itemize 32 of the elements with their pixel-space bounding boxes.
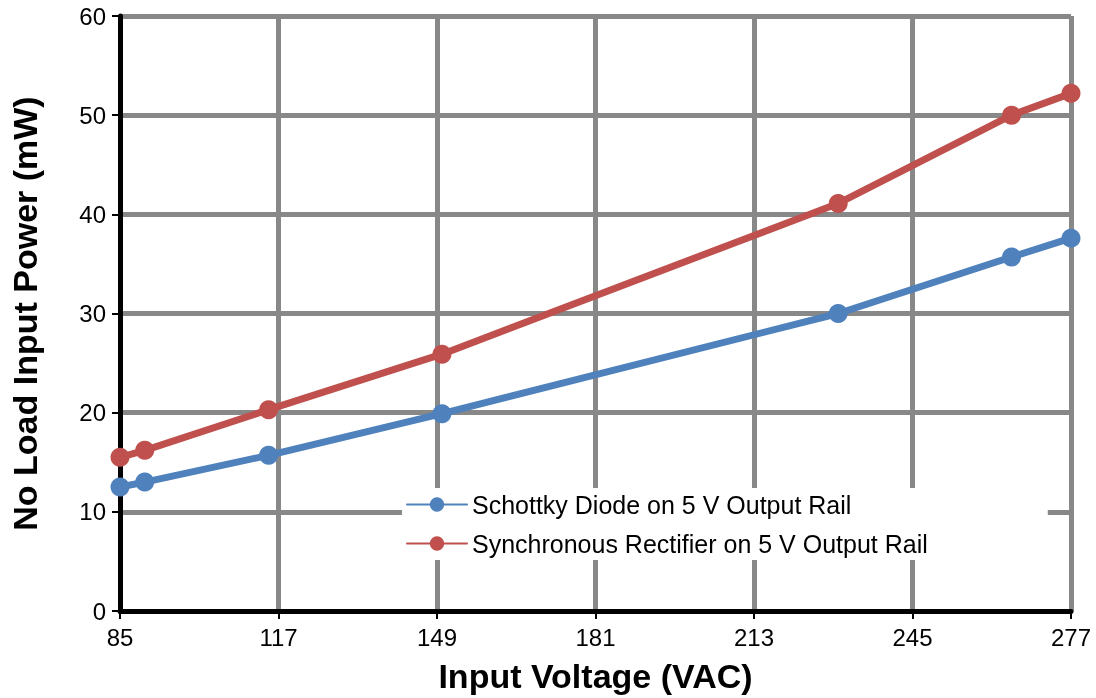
y-tick-label: 50	[79, 101, 106, 129]
legend-label: Schottky Diode on 5 V Output Rail	[472, 490, 852, 519]
point	[828, 193, 848, 213]
y-tick-label: 0	[92, 597, 106, 625]
legend-label: Synchronous Rectifier on 5 V Output Rail	[472, 529, 928, 558]
point	[259, 445, 279, 465]
y-tick-label: 30	[79, 300, 106, 327]
x-tick-label: 149	[416, 623, 458, 651]
point	[110, 447, 130, 467]
point	[135, 472, 155, 492]
x-tick-label: 85	[106, 623, 134, 651]
point	[1061, 83, 1081, 103]
x-tick-label: 117	[259, 623, 298, 651]
point	[110, 477, 130, 497]
y-tick-label: 10	[79, 498, 106, 526]
x-tick-label: 277	[1050, 623, 1092, 651]
x-tick-label: 213	[733, 623, 775, 651]
point	[432, 344, 452, 364]
y-tick-label: 20	[79, 399, 106, 427]
y-tick-label: 40	[79, 200, 106, 228]
x-tick-label: 245	[892, 623, 933, 651]
point	[1002, 247, 1022, 267]
point	[432, 404, 452, 424]
y-tick-label: 60	[79, 2, 106, 30]
x-axis-title: Input Voltage (VAC)	[438, 657, 753, 695]
point	[1061, 228, 1081, 248]
point	[828, 304, 848, 323]
y-axis-title: No Load Input Power (mW)	[6, 96, 44, 531]
point	[135, 440, 155, 460]
x-tick-label: 181	[575, 623, 616, 651]
point	[1002, 105, 1022, 125]
point	[259, 400, 279, 420]
